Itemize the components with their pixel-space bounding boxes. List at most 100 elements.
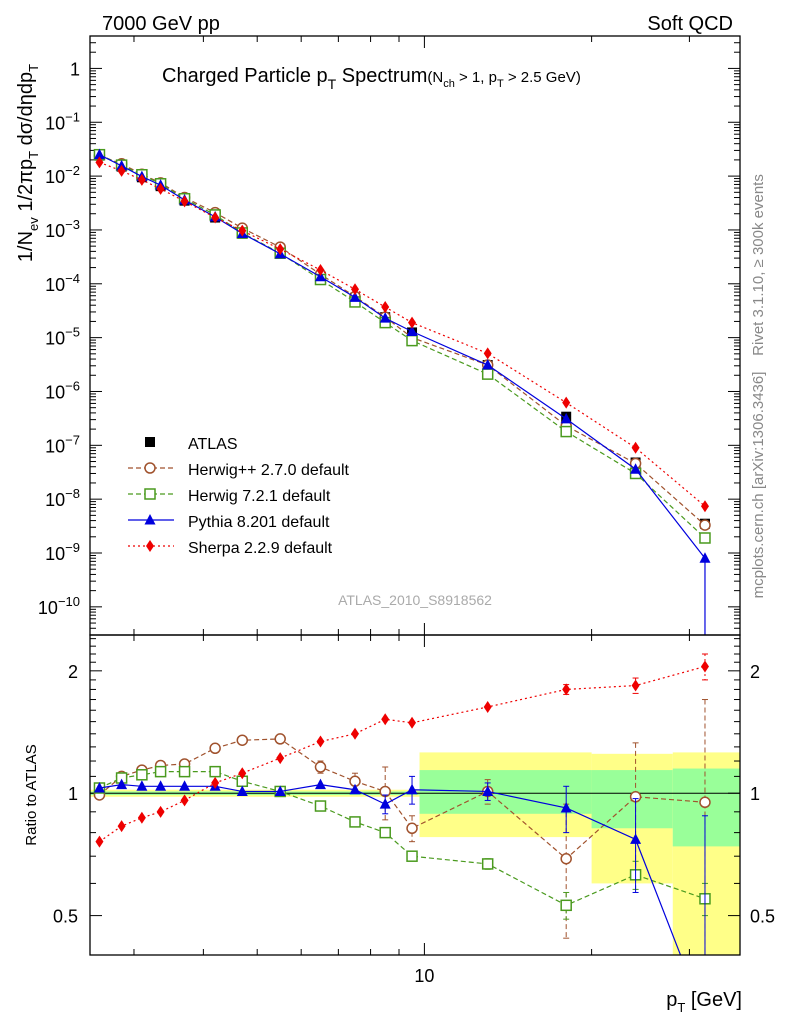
series-main-point: [481, 368, 494, 380]
main-y-tick-label: 1: [70, 59, 80, 79]
series-ratio-point: [117, 820, 126, 833]
series-main-point: [156, 182, 165, 195]
series-main-point: [630, 463, 642, 474]
series-ratio-point: [136, 780, 148, 791]
series-main-point: [316, 264, 325, 277]
series-ratio-point: [137, 811, 146, 824]
legend-marker-1: [144, 488, 156, 500]
series-main-point: [406, 325, 418, 336]
series-ratio-point: [93, 781, 105, 793]
series-ratio-point: [349, 816, 361, 828]
series-main-point: [349, 291, 361, 302]
series-ratio-point: [700, 660, 709, 673]
ratio-y-tick-label-right: 0.5: [750, 907, 775, 927]
legend-marker-0: [144, 462, 156, 474]
series-ratio-point: [408, 716, 417, 729]
legend-label-0: Herwig++ 2.7.0 default: [188, 462, 350, 479]
series-3: [95, 156, 709, 848]
series-ratio-point: [482, 785, 494, 796]
series-ratio-point: [314, 778, 326, 790]
series-ratio-point: [699, 796, 711, 809]
analysis-watermark: ATLAS_2010_S8918562: [338, 592, 492, 608]
series-ratio-point: [560, 899, 572, 912]
series-ratio-point: [379, 798, 391, 809]
legend-label-3: Sherpa 2.2.9 default: [188, 540, 333, 557]
ratio-y-tick-label-right: 2: [750, 662, 760, 682]
x-tick-label: 10: [414, 966, 434, 986]
series-main-point: [560, 412, 572, 424]
ratio-y-tick-label-left: 0.5: [53, 907, 78, 927]
main-y-tick-label: 10−8: [45, 486, 80, 510]
main-y-tick-label: 10−5: [45, 325, 80, 349]
series-main-point: [276, 243, 285, 256]
series-ratio-point: [211, 776, 220, 789]
series-ratio-point: [238, 767, 247, 780]
series-ratio-point: [379, 826, 391, 839]
series-main-point: [482, 359, 494, 370]
series-main-point: [137, 173, 146, 186]
series-ratio-point: [178, 765, 191, 778]
series-ratio-point: [180, 794, 189, 807]
series-ratio-point: [314, 761, 327, 773]
series-ratio-point: [236, 785, 248, 796]
series-main-point: [631, 441, 640, 454]
series-ratio-point: [481, 858, 494, 870]
header-category: Soft QCD: [647, 13, 733, 35]
series-ratio-point: [406, 822, 418, 835]
series-ratio-point: [631, 679, 640, 692]
series-main-point: [95, 156, 104, 169]
legend: ATLAS Herwig++ 2.7.0 default Herwig 7.2.1 …: [128, 436, 350, 557]
series-main-point: [562, 396, 571, 409]
x-axis-label: pT [GeV]: [666, 989, 742, 1015]
series-main-point: [379, 312, 391, 323]
series-main-point: [408, 316, 417, 329]
main-y-tick-label: 10−1: [45, 109, 80, 133]
series-ratio-point: [351, 727, 360, 740]
series-ratio-point: [274, 733, 286, 745]
series-main-point: [238, 224, 247, 237]
series-ratio-point: [136, 769, 148, 781]
series-main-point: [699, 532, 711, 544]
main-y-tick-label: 10−9: [45, 540, 80, 564]
series-ratio-point: [209, 765, 221, 778]
series-ratio-point: [276, 752, 285, 765]
series-ratio-point: [209, 742, 221, 755]
series-ratio-point: [381, 713, 390, 726]
series-ratio-point: [179, 780, 191, 791]
series-main-point: [351, 283, 360, 296]
series-main-point: [211, 211, 220, 224]
ratio-y-tick-label-right: 1: [750, 784, 760, 804]
legend-label-1: Herwig 7.2.1 default: [188, 488, 331, 505]
series-ratio-line: [99, 665, 706, 843]
ratio-y-axis-label: Ratio to ATLAS: [23, 744, 40, 845]
main-y-tick-label: 10−4: [45, 271, 80, 295]
plot-title: Charged Particle pT Spectrum(Nch > 1, pT…: [162, 65, 581, 92]
legend-marker-2: [144, 514, 156, 525]
ratio-y-tick-label-left: 2: [68, 662, 78, 682]
ratio-y-tick-label-left: 1: [68, 784, 78, 804]
tick-labels: 1 10−1 10−2 10−3 10−4 10−5 10−6 10−7 10−8 10−9 10−…: [38, 59, 775, 986]
series-main-point: [381, 301, 390, 314]
series-main-point: [483, 347, 492, 360]
plot-frames: [89, 35, 741, 956]
series-main-point: [700, 500, 709, 513]
header-energy: 7000 GeV pp: [102, 13, 220, 35]
series-ratio-point: [116, 778, 128, 790]
series-ratio-point: [349, 783, 361, 795]
series-main-point: [180, 195, 189, 208]
series-ratio-point: [95, 835, 104, 848]
series-main-point: [699, 519, 711, 531]
series-ratio-point: [156, 805, 165, 818]
series-ratio-point: [483, 700, 492, 713]
mcplots-label: mcplots.cern.ch [arXiv:1306.3436]: [750, 372, 767, 599]
series-layer: [93, 148, 711, 956]
series-2: [93, 148, 711, 956]
main-y-axis-label: 1/Nev 1/2πpT dσ/dηdpT: [15, 64, 41, 262]
series-main-point: [560, 425, 572, 438]
main-y-tick-label: 10−3: [45, 217, 80, 241]
series-main-line: [99, 161, 706, 507]
legend-atlas-marker: [145, 437, 155, 447]
series-ratio-point: [314, 800, 327, 812]
series-main-point: [699, 552, 711, 563]
